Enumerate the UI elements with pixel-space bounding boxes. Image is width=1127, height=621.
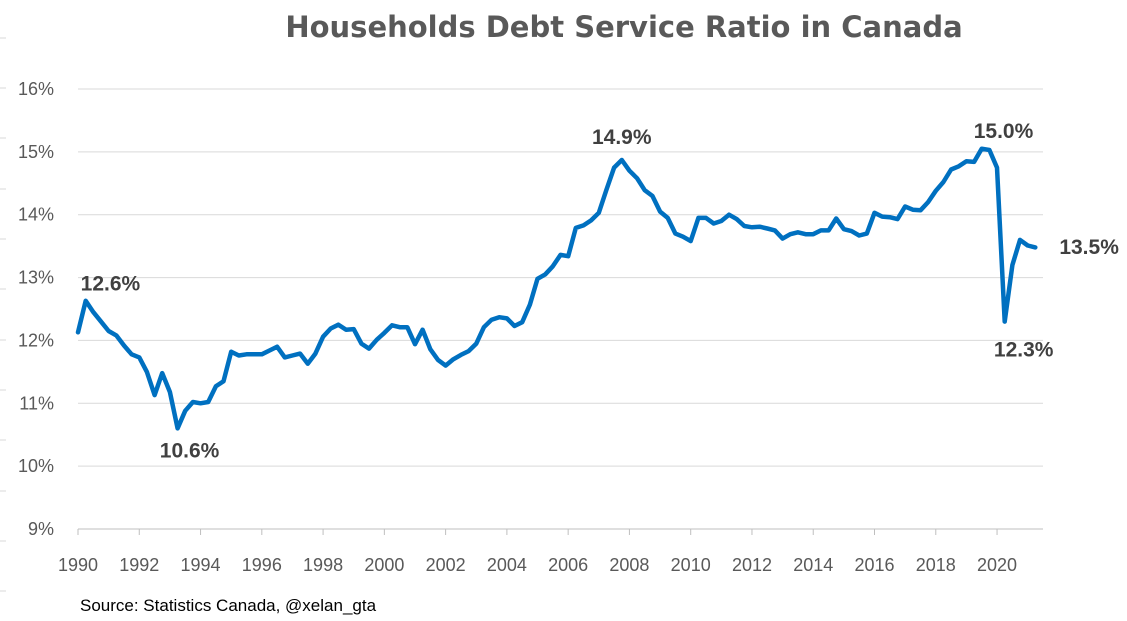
x-tick-label: 2012 [732, 555, 772, 575]
y-tick-label: 15% [18, 142, 54, 162]
y-tick-label: 12% [18, 330, 54, 350]
data-annotations: 12.6% 10.6% 14.9% 15.0% 12.3% 13.5% [81, 120, 1120, 463]
x-tick-label: 2000 [364, 555, 404, 575]
gridlines [78, 88, 1043, 467]
x-tick-label: 2016 [854, 555, 894, 575]
y-tick-label: 11% [19, 393, 54, 413]
x-tick-label: 2002 [426, 555, 466, 575]
y-tick-label: 10% [18, 456, 54, 476]
x-tick-label: 2010 [671, 555, 711, 575]
x-tick-label: 2020 [977, 555, 1017, 575]
y-tick-label: 9% [28, 519, 54, 539]
y-tick-label: 13% [18, 268, 54, 288]
left-edge-ticks [0, 37, 6, 592]
x-tick-label: 2008 [609, 555, 649, 575]
data-label: 14.9% [592, 126, 652, 149]
data-label: 13.5% [1059, 236, 1119, 259]
series-line-debt-service-ratio [75, 146, 1038, 431]
chart-title: Households Debt Service Ratio in Canada [285, 10, 962, 44]
x-tick-label: 2004 [487, 555, 527, 575]
source-note: Source: Statistics Canada, @xelan_gta [80, 596, 377, 615]
x-tick-label: 2006 [548, 555, 588, 575]
data-label: 10.6% [160, 439, 220, 462]
y-axis-tick-labels: 9% 10% 11% 12% 13% 14% 15% 16% [18, 79, 54, 539]
data-label: 12.6% [81, 273, 141, 296]
x-tick-label: 2014 [793, 555, 833, 575]
y-tick-label: 14% [18, 205, 54, 225]
x-tick-label: 1994 [181, 555, 221, 575]
data-label: 12.3% [994, 339, 1054, 362]
x-tick-label: 1998 [303, 555, 343, 575]
data-label: 15.0% [974, 120, 1034, 143]
x-tick-label: 1992 [119, 555, 159, 575]
x-axis-tick-labels: 1990 1992 1994 1996 1998 2000 2002 2004 2006 2008… [58, 529, 1017, 575]
x-tick-label: 1990 [58, 555, 98, 575]
x-tick-label: 2018 [916, 555, 956, 575]
x-tick-label: 1996 [242, 555, 282, 575]
y-tick-label: 16% [18, 79, 54, 99]
